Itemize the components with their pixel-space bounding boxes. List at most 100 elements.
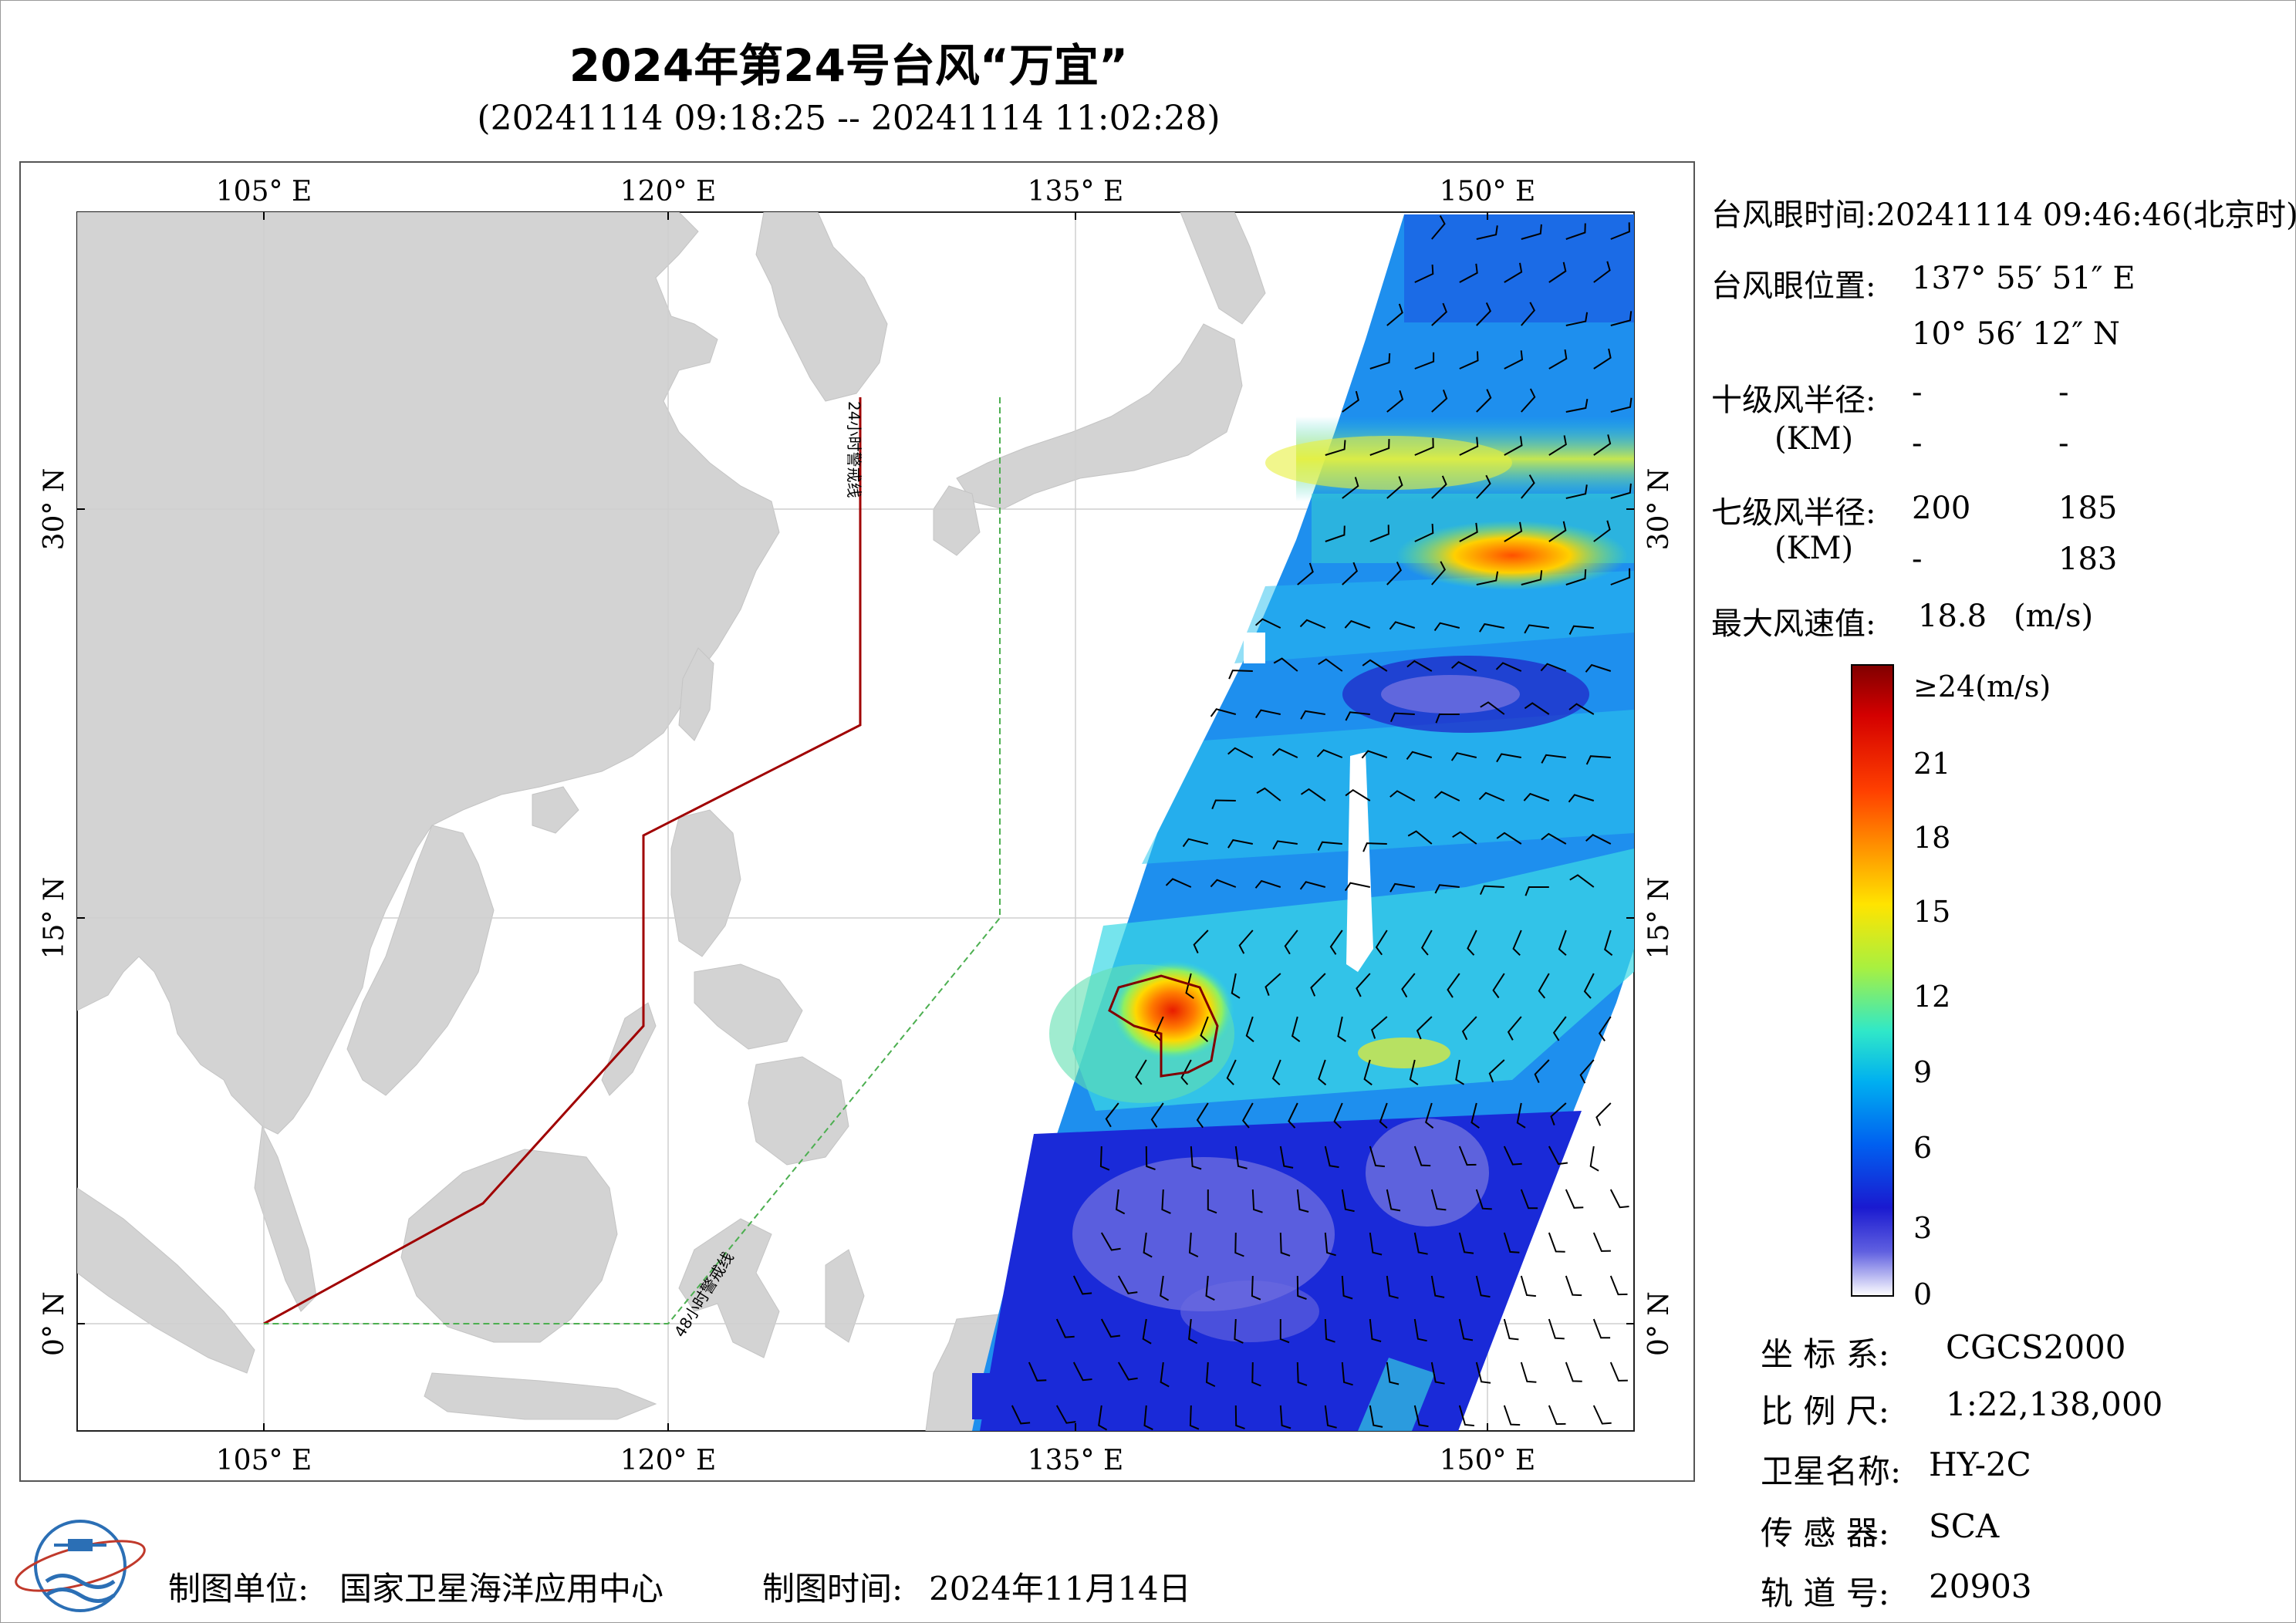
wind-barb — [1344, 619, 1371, 629]
wind-barb — [1455, 1059, 1465, 1085]
wind-barb — [1369, 1318, 1382, 1342]
wind-barb — [1540, 663, 1567, 672]
r10-unit: (KM) — [1774, 421, 1854, 457]
wind-barbs — [1011, 215, 1633, 1431]
wind-barb — [1458, 1232, 1474, 1254]
wind-barb — [1609, 1361, 1628, 1382]
wind-barb — [1430, 1275, 1445, 1298]
wind-barb — [1512, 930, 1522, 957]
wind-barb — [1226, 1059, 1237, 1085]
wind-barb — [1507, 1016, 1522, 1041]
wind-barb — [1329, 930, 1343, 955]
wind-barb — [1341, 1275, 1353, 1300]
wind-barb — [1458, 1146, 1477, 1166]
max-wind-label: 最大风速值: — [1711, 606, 1876, 642]
wind-barb — [1523, 792, 1550, 801]
wind-barb — [1234, 1232, 1244, 1257]
wind-barb — [1324, 1318, 1335, 1343]
wind-barb — [1369, 525, 1389, 542]
wind-barb — [1160, 1275, 1170, 1301]
wind-barb — [1520, 1275, 1536, 1297]
wind-barb — [1211, 799, 1236, 810]
wind-barb — [1479, 885, 1504, 896]
wind-barb — [1413, 1232, 1428, 1255]
wind-barb — [1182, 838, 1209, 848]
wind-barb — [1496, 832, 1522, 845]
wind-barb — [1389, 712, 1415, 723]
wind-barb — [1072, 1275, 1092, 1295]
wind-barb — [1200, 1016, 1209, 1043]
wind-barb — [1160, 1361, 1170, 1388]
wind-barb — [1205, 1275, 1215, 1301]
r7-value-nw: 183 — [2058, 542, 2118, 577]
colorbar-label: 6 — [1913, 1131, 1933, 1165]
wind-barb — [1534, 1059, 1550, 1084]
lon-label: 135° E — [1028, 1445, 1123, 1476]
wind-barb — [1585, 663, 1612, 673]
wind-barb — [1504, 262, 1523, 283]
orbit-value: 20903 — [1929, 1567, 2032, 1605]
wind-barb — [1279, 1146, 1294, 1169]
wind-barb — [1117, 1275, 1138, 1294]
wind-barb — [1413, 1318, 1427, 1342]
wind-barb — [1241, 1102, 1254, 1129]
wind-barb — [1548, 1232, 1565, 1253]
wind-barb — [1609, 1275, 1628, 1296]
wind-barb — [1406, 751, 1433, 761]
wind-barb — [1447, 973, 1460, 998]
wind-barb — [1207, 1189, 1217, 1214]
wind-radius-7 — [1108, 974, 1219, 1078]
wind-barb — [1548, 1405, 1566, 1426]
wind-barb — [1414, 264, 1434, 283]
wind-barb — [1459, 437, 1479, 456]
wind-barb — [1476, 571, 1499, 585]
wind-barb — [1342, 477, 1359, 499]
wind-barb — [1565, 399, 1589, 413]
wind-barb — [1504, 350, 1524, 369]
lon-label: 120° E — [620, 176, 716, 208]
sensor-label: 传 感 器: — [1761, 1514, 1889, 1552]
wind-barb — [1389, 790, 1416, 801]
wind-barb — [1541, 754, 1566, 764]
wind-barb — [1433, 622, 1460, 632]
wind-barb — [1488, 1059, 1505, 1083]
wind-barb — [1145, 1146, 1156, 1171]
r7-value-se: 185 — [2058, 491, 2118, 526]
land-korea — [755, 212, 888, 402]
r7-unit: (KM) — [1774, 531, 1854, 566]
wind-barb — [1521, 388, 1536, 413]
wind-barb — [1386, 561, 1402, 585]
wind-barb — [1116, 1189, 1126, 1215]
wind-barb — [1227, 838, 1253, 849]
wind-barb — [1098, 1405, 1108, 1431]
wind-barb — [1592, 1405, 1612, 1425]
wind-barb — [1476, 389, 1492, 413]
land-mindanao — [748, 1056, 849, 1166]
wind-barb — [1284, 930, 1298, 955]
wind-barb — [1524, 702, 1550, 715]
wind-barb — [1541, 832, 1567, 845]
wind-barb — [1369, 353, 1391, 369]
wind-barb — [1475, 1275, 1491, 1298]
colorbar — [1851, 664, 1894, 1297]
wind-barb — [1420, 930, 1433, 956]
logo-icon — [15, 1520, 146, 1612]
wind-barb — [1345, 711, 1370, 721]
wind-barb — [1238, 930, 1254, 954]
lat-label: 0° N — [1643, 1291, 1675, 1356]
wind-barb — [1055, 1405, 1076, 1424]
wind-barb — [1296, 1361, 1308, 1386]
wind-barb — [1548, 521, 1567, 542]
wind-barb — [1291, 1016, 1301, 1043]
max-wind-unit: (m/s) — [2014, 599, 2094, 634]
wind-barb — [1521, 474, 1535, 499]
wind-barb — [1548, 1318, 1565, 1340]
r7-value-ne: 200 — [1912, 491, 1971, 526]
lon-label: 135° E — [1028, 176, 1123, 208]
producer-label: 制图单位: — [168, 1570, 309, 1608]
wind-barb — [1478, 791, 1505, 801]
wind-barb — [1521, 224, 1542, 240]
r7-label: 七级风半径: — [1711, 495, 1876, 531]
warning-line-24h — [263, 397, 862, 1325]
